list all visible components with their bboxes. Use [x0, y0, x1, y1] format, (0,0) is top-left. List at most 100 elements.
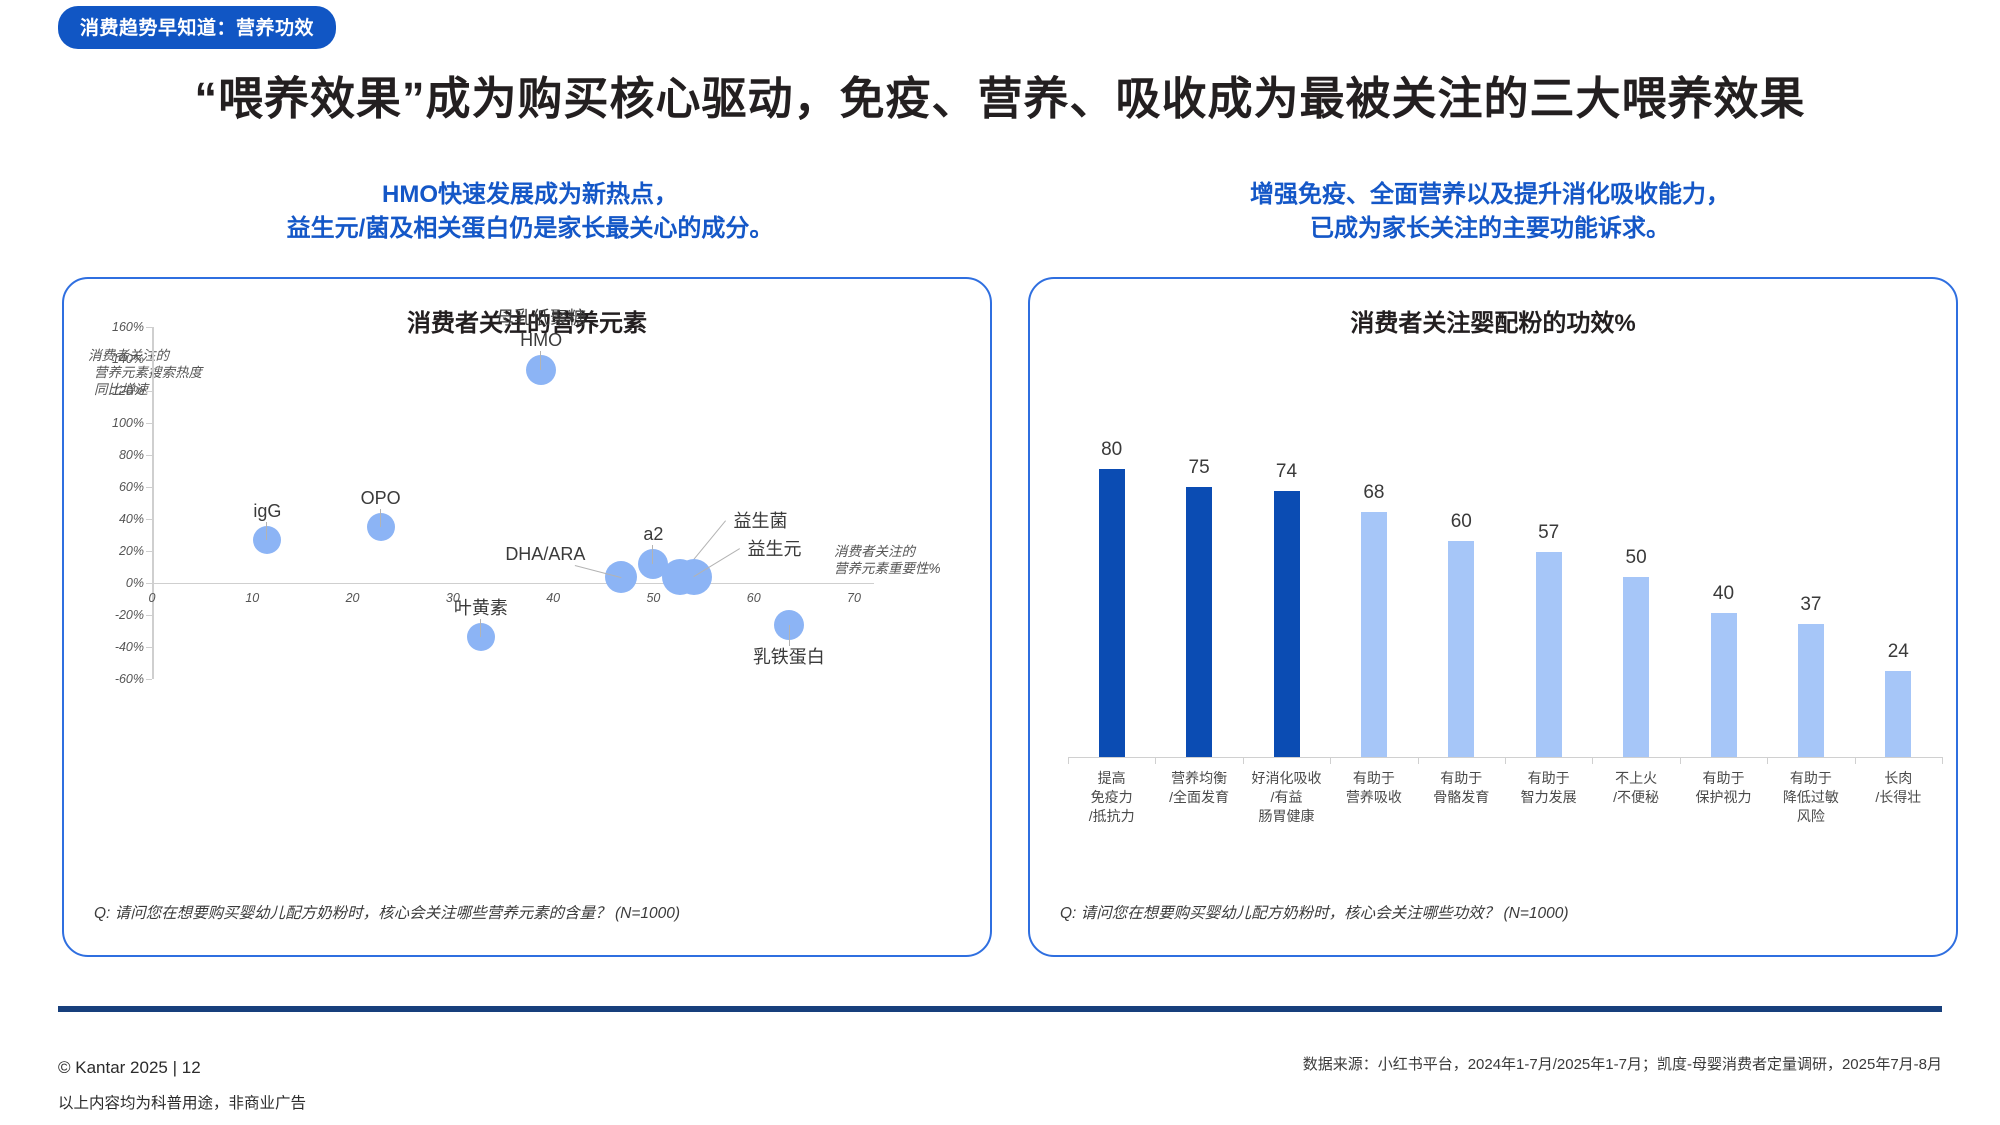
scatter-x-caption-line-0: 消费者关注的 — [834, 544, 915, 559]
scatter-bubble[interactable] — [675, 558, 712, 595]
page-title: “喂养效果”成为购买核心驱动，免疫、营养、吸收成为最被关注的三大喂养效果 — [194, 73, 1806, 124]
scatter-point-label: igG — [253, 500, 282, 521]
bar-value-label: 74 — [1275, 460, 1298, 482]
scatter-point-label: a2 — [643, 523, 664, 544]
scatter-y-tick: 0% — [125, 576, 144, 590]
scatter-y-tickmark — [146, 327, 152, 328]
bar-category-label: 提高 免疫力 /抵抗力 — [1088, 770, 1135, 824]
scatter-point-label: OPO — [360, 488, 401, 508]
scatter-y-tickmark — [146, 583, 152, 584]
left-chart-card: 消费者关注的营养元素 消费者关注的 营养元素搜索热度 同比增速 消费者关注的 营养元素… — [62, 277, 992, 957]
bar-axis-tickmark — [1767, 757, 1769, 764]
scatter-y-tick: 80% — [118, 448, 144, 462]
bar-column[interactable] — [1885, 670, 1912, 757]
scatter-x-tick: 70 — [847, 591, 861, 605]
scatter-leader-line — [788, 624, 790, 646]
scatter-x-caption-line-1: 营养元素重要性% — [834, 561, 941, 576]
bar-column[interactable] — [1623, 577, 1650, 757]
bar-column[interactable] — [1273, 490, 1300, 757]
bar-column[interactable] — [1710, 613, 1737, 757]
scatter-y-caption-line-2: 同比增速 — [94, 382, 148, 397]
scatter-y-tickmark — [146, 647, 152, 648]
bar-axis-tickmark — [1854, 757, 1856, 764]
scatter-y-tick: -60% — [114, 672, 144, 686]
scatter-y-caption-line-1: 营养元素搜索热度 — [94, 365, 202, 380]
bar-column[interactable] — [1448, 541, 1475, 757]
bar-category-label: 有助于 骨骼发育 — [1433, 770, 1490, 805]
bar-category-label: 有助于 营养吸收 — [1345, 770, 1402, 805]
scatter-bubble[interactable] — [526, 355, 557, 386]
left-subtitle-line1: HMO快速发展成为新热点， — [382, 181, 678, 208]
scatter-y-tick: 60% — [118, 480, 144, 494]
scatter-y-tick: 160% — [112, 320, 144, 334]
scatter-point-label: 母乳低聚糖 HMO — [496, 308, 587, 351]
scatter-x-tick: 40 — [546, 591, 561, 605]
bar-category-label: 营养均衡 /全面发育 — [1169, 770, 1230, 805]
data-source-text: 数据来源：小红书平台，2024年1-7月/2025年1-7月；凯度-母婴消费者定… — [1302, 1056, 1942, 1073]
bar-axis-tickmark — [1242, 757, 1244, 764]
scatter-y-tickmark — [146, 455, 152, 456]
scatter-y-tickmark — [146, 359, 152, 360]
scatter-y-tickmark — [146, 487, 152, 488]
scatter-y-tick: 20% — [118, 544, 144, 558]
scatter-bubble[interactable] — [605, 560, 638, 593]
scatter-y-tick: 40% — [118, 512, 144, 526]
bar-value-label: 80 — [1101, 439, 1123, 460]
bar-value-label: 50 — [1625, 547, 1647, 568]
scatter-x-tick: 60 — [746, 591, 761, 605]
scatter-bubble[interactable] — [253, 525, 282, 554]
scatter-bubble[interactable] — [466, 623, 495, 652]
bar-value-label: 57 — [1538, 521, 1560, 543]
right-chart-card: 消费者关注婴配粉的功效% 80 提高 免疫力 /抵抗力 75 营养均衡 /全面发育 74… — [1028, 277, 1958, 957]
scatter-x-tick: 50 — [646, 591, 661, 605]
scatter-y-tick: 120% — [112, 384, 144, 398]
scatter-chart: 消费者关注的 营养元素搜索热度 同比增速 消费者关注的 营养元素重要性% 160% 14… — [64, 279, 994, 959]
footer-rule — [58, 1006, 1942, 1012]
scatter-y-tickmark — [146, 519, 152, 520]
bar-column[interactable] — [1098, 469, 1125, 757]
bar-axis-tickmark — [1330, 757, 1332, 764]
scatter-point-label: 益生菌 — [733, 510, 788, 531]
scatter-x-axis-line — [152, 583, 874, 584]
scatter-y-tick: 100% — [112, 416, 144, 430]
bar-column[interactable] — [1797, 623, 1824, 757]
bar-column[interactable] — [1186, 487, 1213, 757]
bar-value-label: 37 — [1800, 593, 1822, 615]
bar-axis-tickmark — [1417, 757, 1419, 764]
scatter-y-tickmark — [146, 551, 152, 552]
bar-axis-tickmark — [1068, 757, 1069, 764]
scatter-leader-line — [379, 509, 381, 527]
bar-value-label: 24 — [1887, 640, 1909, 662]
scatter-chart-title: 消费者关注的营养元素 — [407, 310, 647, 337]
left-panel-subtitle: HMO快速发展成为新热点， 益生元/菌及相关蛋白仍是家长最关心的成分。 — [60, 178, 1000, 246]
scatter-x-tick: 20 — [345, 591, 360, 605]
scatter-leader-line — [540, 351, 542, 371]
bar-axis-tickmark — [1592, 757, 1594, 764]
left-question-note: Q: 请问您在想要购买婴幼儿配方奶粉时，核心会关注哪些营养元素的含量？ (N=1… — [94, 905, 681, 922]
right-question-note: Q: 请问您在想要购买婴幼儿配方奶粉时，核心会关注哪些功效？ (N=1000) — [1060, 905, 1569, 922]
scatter-y-tickmark — [146, 423, 152, 424]
right-subtitle-line2: 已成为家长关注的主要功能诉求。 — [1310, 215, 1670, 242]
scatter-y-tickmark — [146, 679, 152, 680]
disclaimer-text: 以上内容均为科普用途，非商业广告 — [58, 1095, 307, 1112]
bar-value-label: 40 — [1712, 583, 1735, 604]
scatter-y-tickmark — [146, 615, 152, 616]
scatter-y-axis-line — [152, 327, 154, 679]
right-subtitle-line1: 增强免疫、全面营养以及提升消化吸收能力， — [1250, 181, 1730, 208]
bar-value-label: 60 — [1450, 511, 1472, 532]
bar-axis-tickmark — [1942, 757, 1943, 764]
bar-category-label: 长肉 /长得壮 — [1875, 770, 1922, 805]
bar-column[interactable] — [1360, 512, 1387, 757]
bar-category-label: 有助于 保护视力 — [1695, 770, 1752, 805]
bar-category-label: 好消化吸收 /有益 肠胃健康 — [1251, 770, 1322, 824]
bar-chart: 80 提高 免疫力 /抵抗力 75 营养均衡 /全面发育 74 好消化吸收 /有益 肠胃健… — [1030, 279, 1960, 959]
bar-column[interactable] — [1535, 551, 1562, 757]
scatter-x-tick: 10 — [245, 591, 260, 605]
scatter-y-tick: 140% — [112, 352, 144, 366]
scatter-point-label: 叶黄素 — [453, 598, 508, 619]
scatter-bubble[interactable] — [366, 513, 395, 541]
bar-category-label: 有助于 降低过敏 风险 — [1782, 770, 1839, 824]
scatter-x-tick: 30 — [445, 591, 460, 605]
scatter-point-label: DHA/ARA — [505, 543, 586, 564]
